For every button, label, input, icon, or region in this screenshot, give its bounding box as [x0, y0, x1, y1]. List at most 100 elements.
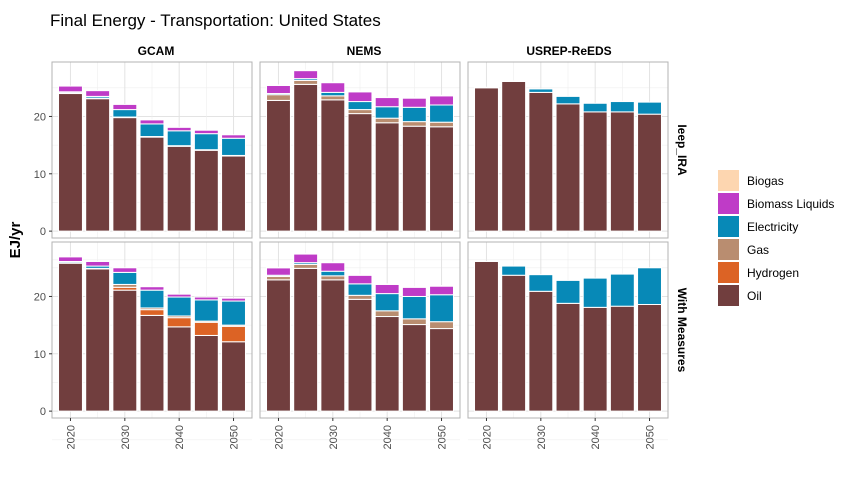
bar-segment-hydrogen-2035: [139, 309, 165, 316]
bar-segment-biomass-liquids-2030: [320, 262, 346, 272]
chart-title: Final Energy - Transportation: United St…: [50, 11, 381, 30]
bar-segment-biomass-liquids-2040: [374, 283, 400, 295]
bar-segment-electricity-2050: [637, 267, 662, 305]
legend-item-gas: Gas: [718, 239, 769, 260]
y-axis-label: EJ/yr: [7, 221, 24, 258]
bar-segment-biomass-liquids-2025: [293, 70, 319, 80]
bar-segment-biogas-2040: [374, 96, 400, 99]
row-strip-with-measures: With Measures: [675, 288, 689, 373]
bar-segment-electricity-2035: [347, 283, 373, 296]
bar-segment-biomass-liquids-2050: [221, 297, 246, 302]
bar-segment-biomass-liquids-2030: [112, 103, 138, 111]
legend-swatch: [718, 285, 739, 306]
bar-segment-biogas-2025: [293, 252, 319, 255]
bar-segment-electricity-2040: [166, 130, 192, 147]
bar-segment-biomass-liquids-2020: [58, 85, 83, 93]
legend-label: Hydrogen: [747, 266, 799, 280]
x-tick-label: 2020: [481, 425, 493, 449]
legend-label: Electricity: [747, 220, 798, 234]
bar-segment-oil-2040: [582, 306, 608, 412]
x-tick-label: 2050: [645, 425, 657, 449]
bar-segment-electricity-2030: [528, 88, 554, 93]
panel-border: [467, 61, 669, 239]
bar-segment-biomass-liquids-2020: [58, 256, 83, 262]
bar-segment-biomass-liquids-2050: [429, 285, 454, 296]
bar-segment-biomass-liquids-2050: [221, 134, 246, 139]
panel-border: [259, 61, 461, 239]
bar-segment-oil-2020: [58, 93, 83, 232]
bar-segment-oil-2050: [429, 126, 454, 232]
bar-segment-electricity-2050: [221, 137, 246, 156]
bar-segment-oil-2050: [221, 341, 246, 412]
bar-segment-electricity-2020: [474, 86, 499, 89]
bar-segment-oil-2030: [528, 290, 554, 412]
bar-segment-electricity-2050: [637, 101, 662, 115]
bar-segment-electricity-2030: [112, 109, 138, 118]
bar-segment-electricity-2045: [193, 299, 219, 322]
bar-segment-oil-2035: [555, 302, 581, 412]
bar-segment-biomass-liquids-2035: [139, 286, 165, 291]
bar-segment-oil-2035: [139, 314, 165, 412]
bar-segment-gas-2035: [347, 109, 373, 115]
bar-segment-electricity-2035: [555, 95, 581, 105]
bar-segment-biomass-liquids-2035: [139, 119, 165, 125]
legend-swatch: [718, 193, 739, 214]
y-tick-label: 10: [34, 349, 46, 361]
bar-segment-oil-2050: [429, 328, 454, 412]
panel-usrep-reeds-with-measures: 2020 2030 2040 2050: [467, 241, 669, 449]
bar-segment-oil-2040: [166, 145, 192, 232]
bar-segment-gas-2035: [347, 294, 373, 300]
bar-segment-biomass-liquids-2040: [374, 97, 400, 108]
panel-border: [467, 241, 669, 419]
legend-item-biogas: Biogas: [718, 170, 784, 191]
bar-segment-oil-2030: [112, 289, 138, 412]
bar-segment-biogas-2045: [401, 97, 427, 99]
bar-segment-oil-2020: [474, 87, 499, 232]
x-tick-label: 2050: [229, 425, 241, 449]
bar-segment-electricity-2035: [555, 279, 581, 304]
bar-segment-oil-2040: [374, 122, 400, 232]
bar-segment-gas-2030: [320, 95, 346, 101]
bar-segment-biogas-2045: [401, 286, 427, 288]
bar-segment-oil-2045: [609, 111, 635, 232]
bar-segment-oil-2030: [112, 117, 138, 232]
legend-swatch: [718, 239, 739, 260]
legend-item-biomass-liquids: Biomass Liquids: [718, 193, 834, 214]
bar-segment-biomass-liquids-2040: [166, 293, 192, 298]
bar-segment-electricity-2040: [374, 106, 400, 119]
bar-segment-oil-2030: [528, 91, 554, 232]
y-tick-label: 10: [34, 169, 46, 181]
x-tick-label: 2040: [382, 425, 394, 449]
legend-swatch: [718, 262, 739, 283]
bar-segment-electricity-2035: [139, 289, 165, 309]
bar-segment-oil-2025: [501, 80, 527, 232]
bar-segment-biogas-2025: [293, 69, 319, 72]
bar-segment-oil-2050: [637, 303, 662, 412]
bar-segment-oil-2020: [266, 99, 291, 232]
x-tick-label: 2030: [328, 425, 340, 449]
bar-segment-gas-2050: [429, 121, 454, 128]
bar-segment-gas-2030: [320, 275, 346, 281]
bar-segment-biomass-liquids-2035: [347, 274, 373, 285]
bar-segment-biomass-liquids-2035: [347, 91, 373, 103]
bar-segment-oil-2035: [347, 298, 373, 412]
bar-segment-oil-2035: [139, 136, 165, 232]
bar-segment-oil-2040: [374, 316, 400, 412]
row-strip-ieep-ira: Ieep_IRA: [675, 124, 689, 176]
bar-segment-electricity-2040: [582, 277, 608, 308]
bar-segment-oil-2045: [193, 149, 219, 232]
bar-segment-biogas-2035: [347, 90, 373, 93]
panel-border: [259, 241, 461, 419]
bar-segment-biomass-liquids-2030: [112, 267, 138, 273]
y-tick-label: 20: [34, 291, 46, 303]
x-tick-label: 2040: [590, 425, 602, 449]
bar-segment-biomass-liquids-2050: [429, 95, 454, 106]
legend-swatch: [718, 170, 739, 191]
bar-segment-oil-2040: [582, 111, 608, 232]
bar-segment-electricity-2045: [609, 101, 635, 113]
bar-segment-biomass-liquids-2020: [266, 85, 291, 95]
panel-border: [51, 61, 253, 239]
bar-segment-electricity-2035: [139, 123, 165, 138]
x-tick-label: 2030: [120, 425, 132, 449]
